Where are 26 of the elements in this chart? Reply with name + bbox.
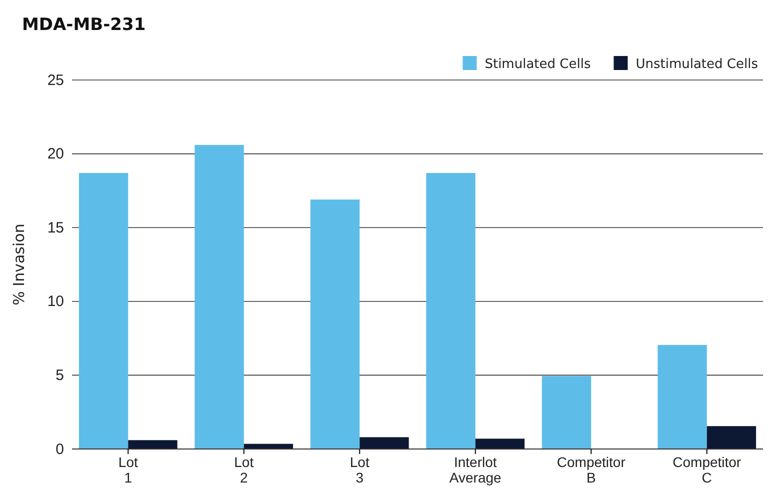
bar	[706, 426, 756, 449]
y-tick-label: 15	[47, 219, 64, 236]
bar	[542, 376, 592, 449]
x-tick-label: Lot 2	[234, 454, 254, 486]
bar	[78, 172, 128, 449]
y-tick-label: 20	[47, 146, 64, 163]
bar	[426, 172, 476, 449]
bar	[658, 344, 707, 449]
x-tick-label: Competitor C	[672, 454, 742, 486]
bar	[310, 200, 360, 449]
x-tick-label: Competitor B	[556, 454, 626, 486]
legend-label: Unstimulated Cells	[636, 57, 758, 72]
bar	[194, 144, 244, 449]
bar	[475, 438, 525, 449]
x-tick-label: Lot 3	[350, 454, 370, 486]
chart-title: MDA-MB-231	[22, 15, 146, 35]
bar	[360, 437, 409, 449]
x-tick-label: Interlot Average	[449, 454, 502, 486]
legend-label: Stimulated Cells	[484, 57, 591, 72]
x-tick-label: Lot 1	[118, 454, 138, 486]
y-tick-label: 25	[47, 72, 64, 89]
y-tick-label: 0	[56, 440, 64, 458]
y-axis-title: % Invasion	[10, 224, 28, 306]
y-tick-label: 5	[56, 367, 64, 384]
bar	[128, 440, 178, 449]
y-tick-label: 10	[47, 293, 64, 310]
